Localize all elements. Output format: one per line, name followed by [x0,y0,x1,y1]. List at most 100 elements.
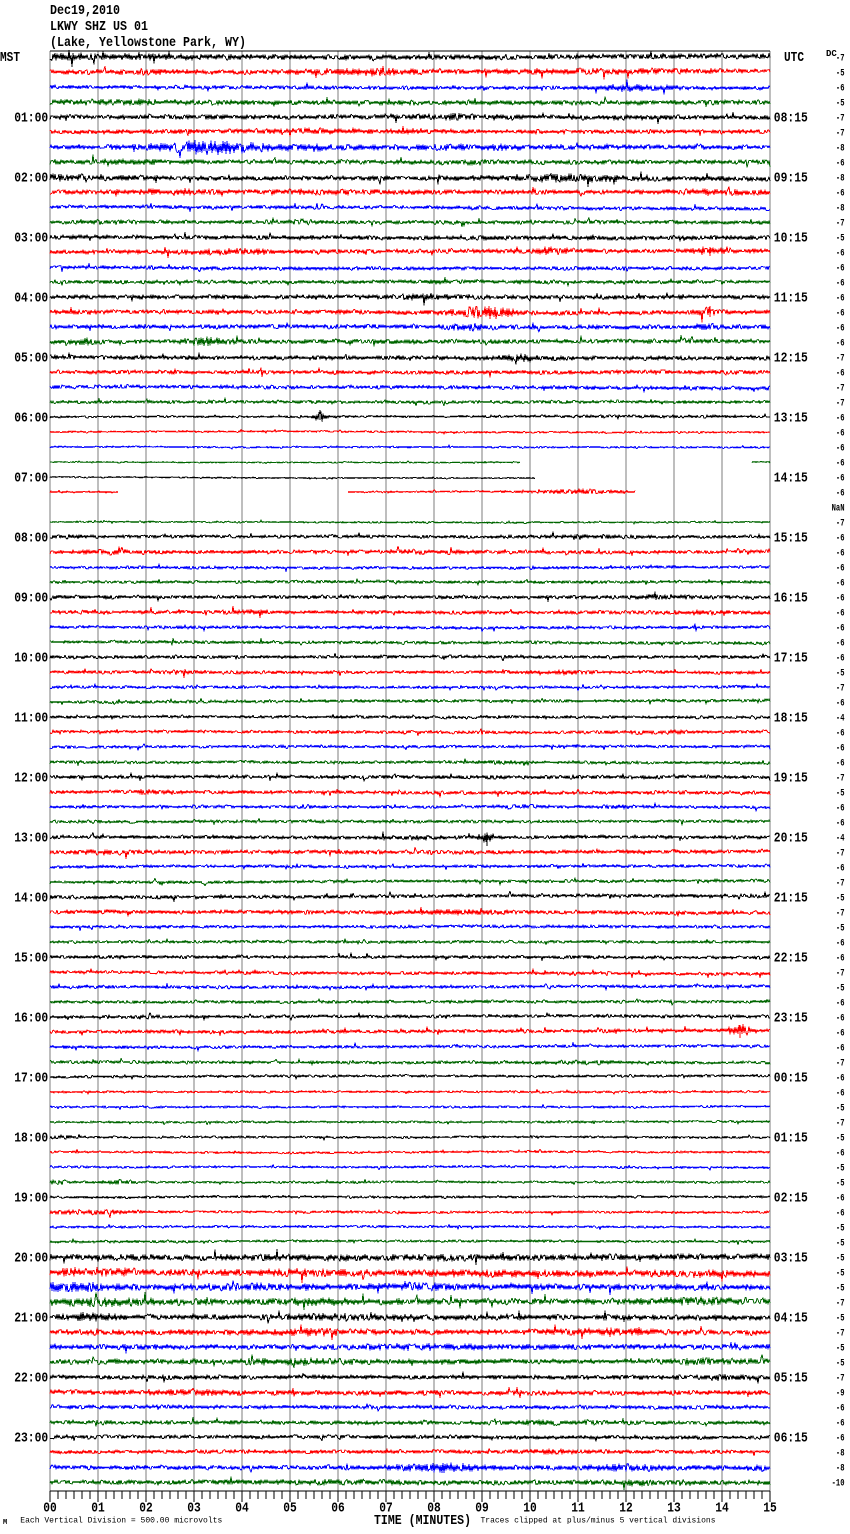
svg-text:-8: -8 [836,204,845,215]
svg-text:-5: -5 [836,1284,845,1295]
svg-text:02: 02 [139,1502,153,1517]
svg-text:23:00: 23:00 [14,1432,48,1447]
svg-text:-6: -6 [836,654,845,665]
svg-text:21:00: 21:00 [14,1312,48,1327]
svg-text:-6: -6 [836,279,845,290]
svg-text:09:15: 09:15 [774,172,808,187]
svg-text:-6: -6 [836,339,845,350]
svg-text:12:00: 12:00 [14,772,48,787]
svg-text:-6: -6 [836,369,845,380]
svg-text:-5: -5 [836,1134,845,1145]
svg-text:09:00: 09:00 [14,592,48,607]
svg-text:-6: -6 [836,804,845,815]
svg-text:-6: -6 [836,84,845,95]
svg-text:-6: -6 [836,294,845,305]
svg-text:-4: -4 [836,714,845,725]
svg-text:-9: -9 [836,1389,845,1400]
svg-text:-6: -6 [836,1044,845,1055]
svg-text:-7: -7 [836,1059,845,1070]
svg-text:-6: -6 [836,1419,845,1430]
svg-text:20:00: 20:00 [14,1252,48,1267]
svg-text:-6: -6 [836,1149,845,1160]
svg-text:-6: -6 [836,954,845,965]
svg-text:-6: -6 [836,1434,845,1445]
svg-text:11: 11 [571,1502,585,1517]
svg-text:03:15: 03:15 [774,1252,808,1267]
svg-text:-4: -4 [836,834,845,845]
svg-text:-5: -5 [836,1164,845,1175]
svg-text:-8: -8 [836,144,845,155]
svg-text:-6: -6 [836,609,845,620]
svg-text:11:15: 11:15 [774,292,808,307]
svg-text:-8: -8 [836,1464,845,1475]
svg-text:-5: -5 [836,1179,845,1190]
svg-text:05:15: 05:15 [774,1372,808,1387]
svg-text:15:15: 15:15 [774,532,808,547]
svg-text:11:00: 11:00 [14,712,48,727]
svg-text:05: 05 [283,1502,297,1517]
svg-text:-7: -7 [836,684,845,695]
svg-text:15:00: 15:00 [14,952,48,967]
svg-text:-7: -7 [836,114,845,125]
svg-text:-7: -7 [836,219,845,230]
svg-text:12: 12 [619,1502,633,1517]
svg-text:-5: -5 [836,1239,845,1250]
svg-text:-7: -7 [836,879,845,890]
svg-text:-6: -6 [836,864,845,875]
svg-text:-5: -5 [836,69,845,80]
svg-text:02:00: 02:00 [14,172,48,187]
svg-text:-7: -7 [836,1329,845,1340]
svg-text:-6: -6 [836,459,845,470]
svg-text:Dec19,2010: Dec19,2010 [50,3,120,19]
svg-text:-6: -6 [836,429,845,440]
svg-text:-5: -5 [836,1224,845,1235]
svg-text:04: 04 [235,1502,249,1517]
svg-text:-5: -5 [836,894,845,905]
svg-text:-5: -5 [836,1314,845,1325]
svg-text:-6: -6 [836,1194,845,1205]
svg-text:-7: -7 [836,519,845,530]
svg-text:19:00: 19:00 [14,1192,48,1207]
svg-text:21:15: 21:15 [774,892,808,907]
svg-text:03:00: 03:00 [14,232,48,247]
svg-text:-6: -6 [836,819,845,830]
svg-text:-10: -10 [832,1479,845,1490]
svg-text:M: M [3,1519,7,1527]
svg-text:01:00: 01:00 [14,112,48,127]
svg-text:10:15: 10:15 [774,232,808,247]
svg-text:13: 13 [667,1502,681,1517]
svg-text:14: 14 [715,1502,729,1517]
svg-text:06: 06 [331,1502,345,1517]
svg-text:-7: -7 [836,1119,845,1130]
svg-text:18:00: 18:00 [14,1132,48,1147]
svg-text:00:15: 00:15 [774,1072,808,1087]
svg-text:MST: MST [0,51,20,66]
svg-text:03: 03 [187,1502,201,1517]
svg-text:-6: -6 [836,1089,845,1100]
svg-text:-6: -6 [836,1029,845,1040]
svg-text:-7: -7 [836,384,845,395]
svg-text:-5: -5 [836,1269,845,1280]
svg-text:17:00: 17:00 [14,1072,48,1087]
svg-text:-6: -6 [836,414,845,425]
svg-text:14:15: 14:15 [774,472,808,487]
svg-text:-6: -6 [836,564,845,575]
svg-text:08: 08 [427,1502,441,1517]
svg-text:23:15: 23:15 [774,1012,808,1027]
svg-text:Each Vertical Division = 500.: Each Vertical Division = 500.00 microvol… [20,1517,222,1526]
svg-text:22:00: 22:00 [14,1372,48,1387]
svg-text:-6: -6 [836,534,845,545]
svg-text:-7: -7 [836,54,845,65]
svg-text:10:00: 10:00 [14,652,48,667]
svg-text:-6: -6 [836,729,845,740]
svg-text:-7: -7 [836,969,845,980]
svg-text:-7: -7 [836,909,845,920]
svg-text:-6: -6 [836,489,845,500]
svg-text:08:00: 08:00 [14,532,48,547]
svg-text:-6: -6 [836,249,845,260]
svg-text:-6: -6 [836,264,845,275]
svg-text:20:15: 20:15 [774,832,808,847]
svg-text:-7: -7 [836,849,845,860]
svg-text:13:15: 13:15 [774,412,808,427]
svg-text:-5: -5 [836,1254,845,1265]
